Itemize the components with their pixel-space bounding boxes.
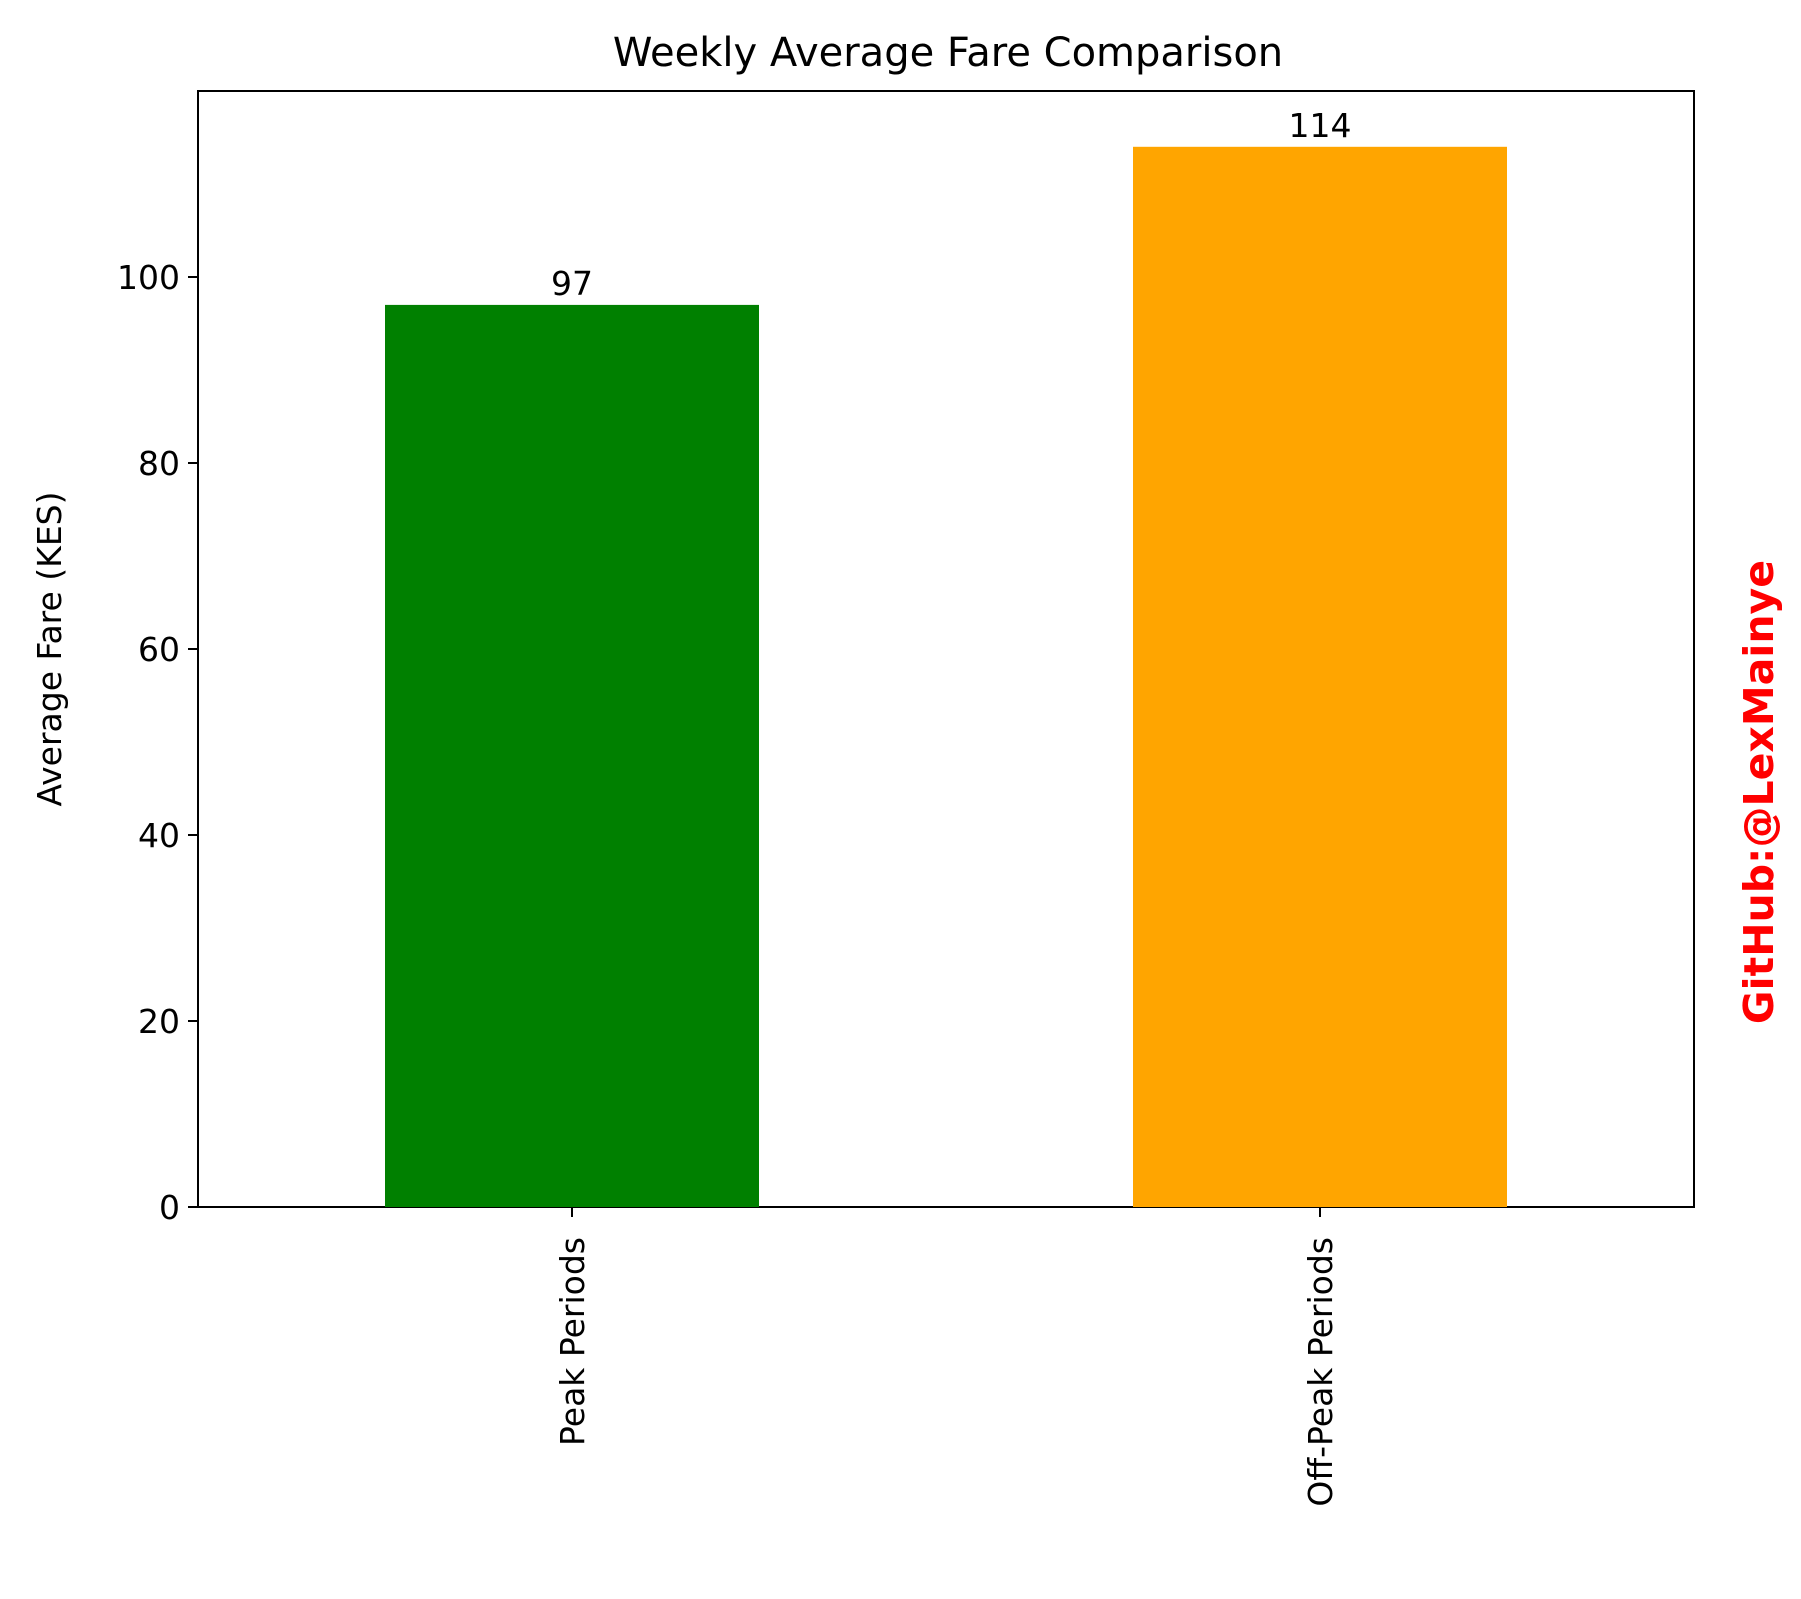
data-labels: 97 114: [551, 106, 1352, 303]
y-tick-label-0: 0: [159, 1188, 180, 1227]
y-tick-label-80: 80: [138, 444, 180, 483]
x-axis: Peak Periods Off-Peak Periods: [553, 1207, 1340, 1507]
plot-area: 97 114: [197, 90, 1695, 1208]
bar-1: [385, 304, 759, 1207]
y-tick-label-20: 20: [138, 1002, 180, 1041]
y-axis-label: Average Fare (KES): [30, 492, 69, 807]
x-tick-label-2: Off-Peak Periods: [1301, 1237, 1340, 1507]
y-tick-label-40: 40: [138, 816, 180, 855]
bar-2: [1133, 146, 1507, 1207]
data-label-2: 114: [1289, 106, 1352, 145]
watermark-text: GitHub:@LexMainye: [1735, 560, 1783, 1024]
x-tick-label-1: Peak Periods: [553, 1237, 592, 1446]
bars: [385, 146, 1507, 1207]
y-tick-label-100: 100: [117, 258, 180, 297]
y-axis: 0 20 40 60 80 100: [117, 258, 198, 1227]
chart-title: Weekly Average Fare Comparison: [613, 30, 1283, 76]
data-label-1: 97: [551, 264, 593, 303]
y-tick-label-60: 60: [138, 630, 180, 669]
